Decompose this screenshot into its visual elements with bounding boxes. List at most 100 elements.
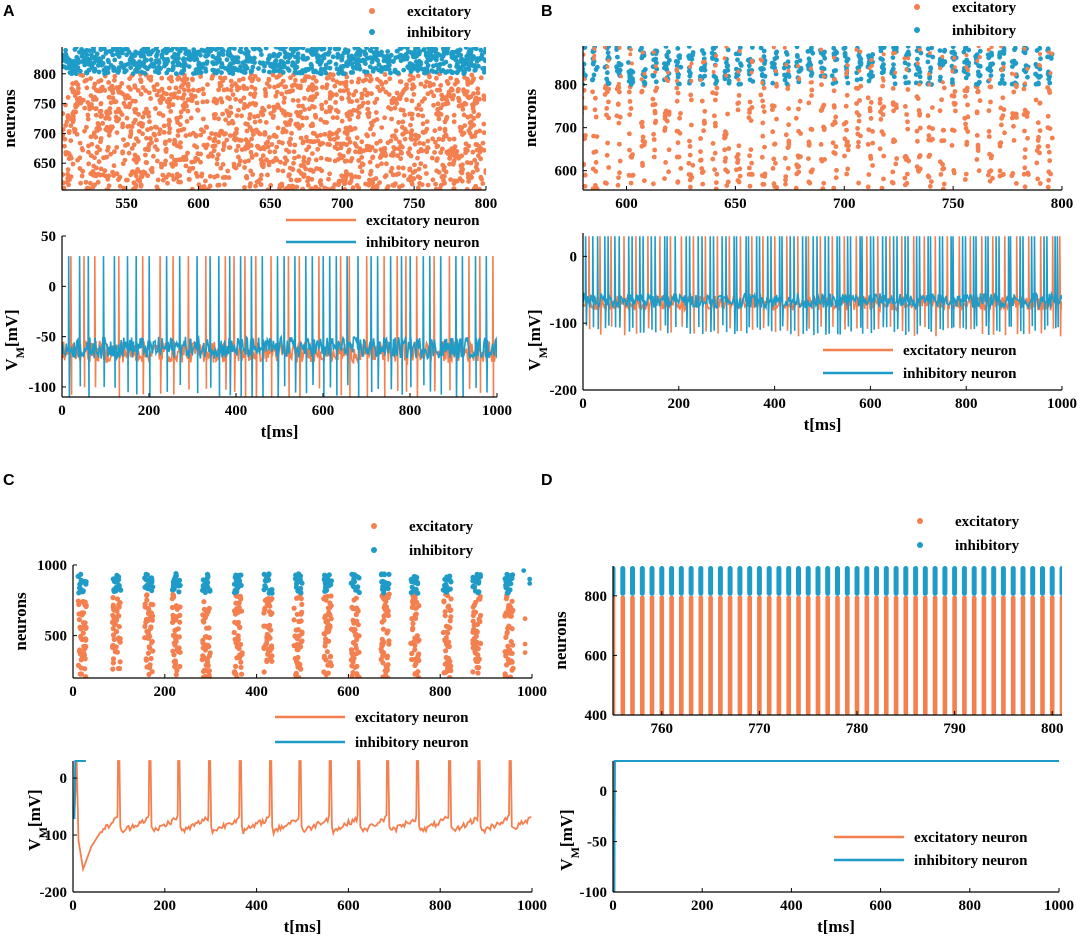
raster-a-spike-excitatory [218, 75, 223, 81]
raster-a-spike-inhibitory [74, 47, 79, 50]
raster-a-spike-excitatory [356, 76, 362, 82]
raster-a-spike-excitatory [136, 112, 142, 117]
raster-b-spike-inhibitory [950, 46, 956, 50]
raster-a-spike-inhibitory [363, 51, 369, 57]
raster-a-spike-excitatory [356, 158, 362, 163]
raster-a-spike-excitatory [398, 149, 404, 155]
raster-b-spike-excitatory [782, 155, 788, 161]
raster-a-spike-excitatory [324, 85, 329, 91]
raster-a-spike-excitatory [264, 157, 269, 163]
raster-d-spike-column-inhibitory [1000, 566, 1006, 596]
raster-a-spike-excitatory [174, 117, 180, 123]
raster-b-spike-excitatory [1036, 134, 1041, 140]
raster-b-spike-excitatory [917, 125, 923, 131]
raster-b-spike-excitatory [747, 165, 752, 171]
raster-c-spike-inhibitory [443, 581, 449, 588]
raster-a-spike-excitatory [398, 79, 404, 85]
raster-a-spike-excitatory [459, 153, 465, 159]
raster-a-spike-excitatory [178, 157, 184, 163]
raster-d-spike-column-excitatory [679, 595, 684, 715]
raster-a-spike-excitatory [441, 167, 447, 173]
trace-a-y-label-main: V [2, 358, 21, 371]
raster-c-spike-excitatory [144, 597, 150, 603]
raster-a-spike-excitatory [422, 84, 428, 89]
raster-b-spike-inhibitory [950, 77, 955, 83]
raster-b-spike-excitatory [1025, 135, 1030, 141]
raster-b-spike-excitatory [809, 66, 813, 71]
raster-a-spike-excitatory [365, 133, 370, 139]
raster-a-spike-inhibitory [314, 52, 319, 58]
raster-a-spike-excitatory [408, 122, 413, 128]
raster-a-spike-excitatory [65, 171, 70, 177]
raster-a-spike-excitatory [176, 89, 182, 95]
raster-b-spike-inhibitory [614, 65, 620, 70]
raster-b-spike-excitatory [1001, 64, 1006, 69]
raster-b-spike-excitatory [1021, 86, 1027, 92]
raster-d-spike-column-excitatory [1040, 595, 1045, 715]
raster-a-spike-excitatory [466, 179, 471, 184]
raster-a-spike-excitatory [129, 124, 135, 130]
raster-a-spike-excitatory [363, 77, 369, 82]
raster-a-spike-excitatory [367, 159, 373, 165]
raster-a-spike-excitatory [229, 83, 235, 89]
raster-c-spike-excitatory [294, 647, 300, 653]
raster-c-spike-excitatory [471, 609, 477, 615]
raster-c-spike-excitatory [295, 661, 302, 667]
raster-a-spike-inhibitory [250, 64, 256, 70]
raster-a-spike-inhibitory [323, 70, 329, 76]
raster-b-spike-excitatory [878, 116, 884, 122]
raster-a-spike-excitatory [93, 134, 99, 140]
trace-a-x-tick-label: 0 [58, 403, 66, 419]
raster-a-spike-inhibitory [260, 60, 266, 66]
raster-c-spike-excitatory [76, 611, 82, 617]
raster-c-spike-excitatory [234, 644, 240, 650]
raster-a-spike-inhibitory [424, 66, 430, 72]
raster-b-spike-excitatory [594, 186, 600, 190]
raster-d-spike-column-excitatory [786, 595, 791, 715]
raster-d-spike-column-excitatory [776, 595, 782, 715]
raster-a-spike-excitatory [353, 149, 358, 155]
raster-a-spike-excitatory [236, 77, 242, 83]
raster-a-spike-inhibitory [458, 66, 464, 71]
raster-a-spike-excitatory [407, 166, 413, 172]
raster-a-spike-excitatory [77, 140, 83, 146]
raster-d-spike-column-excitatory [835, 595, 840, 715]
raster-a-spike-inhibitory [166, 67, 171, 73]
raster-b-spike-excitatory [770, 107, 775, 113]
raster-b-spike-excitatory [820, 186, 826, 190]
raster-b-spike-inhibitory [829, 73, 835, 79]
raster-a-spike-excitatory [68, 138, 74, 144]
raster-a-spike-excitatory [463, 150, 468, 156]
raster-a-spike-excitatory [469, 80, 474, 85]
raster-a-spike-excitatory [86, 161, 91, 167]
raster-c-spike-excitatory [202, 647, 208, 653]
raster-a-spike-excitatory [461, 89, 467, 94]
raster-a-spike-excitatory [252, 119, 258, 125]
raster-a-spike-inhibitory [341, 64, 346, 69]
raster-c-spike-inhibitory [385, 585, 391, 592]
raster-a-spike-excitatory [188, 115, 194, 121]
trace-c-y-tick-label: -200 [40, 885, 68, 901]
raster-c-spike-excitatory [239, 671, 245, 677]
raster-a-spike-excitatory [82, 78, 88, 84]
raster-b-spike-excitatory [639, 119, 645, 125]
raster-a-spike-inhibitory [213, 47, 219, 52]
raster-c-spike-inhibitory [349, 571, 355, 577]
raster-b-spike-excitatory [734, 167, 739, 173]
raster-a-spike-excitatory [476, 153, 481, 159]
raster-a-spike-excitatory [79, 173, 85, 179]
raster-a-spike-inhibitory [63, 51, 69, 57]
raster-a-spike-excitatory [435, 107, 440, 112]
raster-b-spike-excitatory [877, 100, 883, 106]
raster-a-spike-excitatory [415, 112, 421, 118]
raster-a-spike-excitatory [393, 128, 399, 134]
raster-b-spike-excitatory [833, 114, 839, 120]
raster-a-spike-inhibitory [98, 57, 103, 63]
raster-d-x-tick-label: 800 [1041, 721, 1064, 737]
raster-d-spike-column-inhibitory [659, 566, 665, 596]
raster-c-spike-excitatory [78, 635, 84, 642]
trace-a-x-tick-label: 400 [225, 403, 248, 419]
raster-b-spike-excitatory [604, 112, 609, 118]
raster-b-spike-inhibitory [913, 72, 919, 77]
raster-c-spike-excitatory [412, 671, 418, 677]
